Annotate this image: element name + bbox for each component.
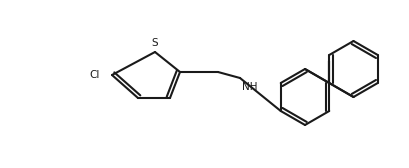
- Text: Cl: Cl: [90, 70, 100, 80]
- Text: S: S: [151, 38, 158, 48]
- Text: NH: NH: [241, 82, 257, 92]
